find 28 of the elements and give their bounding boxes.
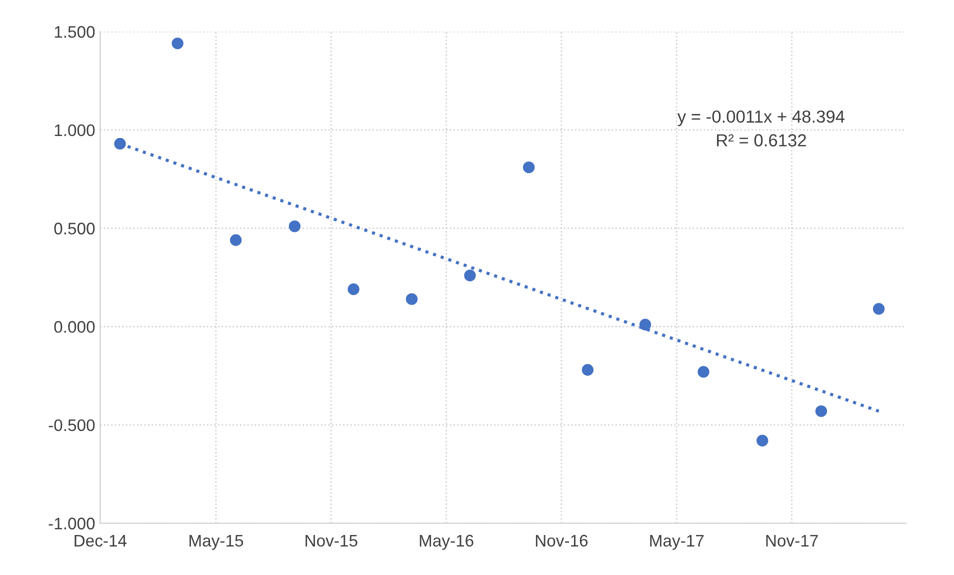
y-tick-label: -1.000 — [48, 518, 95, 530]
point — [464, 270, 476, 282]
point — [522, 161, 535, 174]
point — [406, 293, 418, 305]
point — [288, 220, 301, 232]
point — [582, 364, 594, 376]
y-tick-label: 1.500 — [54, 26, 95, 38]
x-tick-label: May-15 — [190, 534, 244, 550]
point — [815, 405, 828, 418]
point — [114, 138, 126, 150]
point — [698, 366, 710, 378]
x-tick-label: May-16 — [420, 534, 474, 550]
y-tick-label: 0.500 — [54, 222, 95, 234]
point — [639, 318, 652, 330]
y-tick-label: 0.000 — [54, 321, 95, 333]
x-tick-label: Dec-14 — [74, 534, 127, 547]
x-tick-label: Nov-17 — [766, 534, 818, 547]
point — [172, 38, 184, 50]
y-tick-label: -0.500 — [48, 419, 95, 432]
y-tick-label: 1.000 — [54, 124, 95, 136]
point — [756, 434, 768, 446]
x-tick-label: May-17 — [650, 534, 704, 550]
point — [348, 283, 360, 296]
point — [230, 234, 242, 246]
point — [872, 303, 885, 315]
annotation: y = -0.0011x + 48.394 R² = 0.6132 — [677, 110, 845, 146]
x-tick-label: Nov-16 — [536, 534, 588, 547]
x-tick-label: Nov-15 — [306, 534, 358, 547]
